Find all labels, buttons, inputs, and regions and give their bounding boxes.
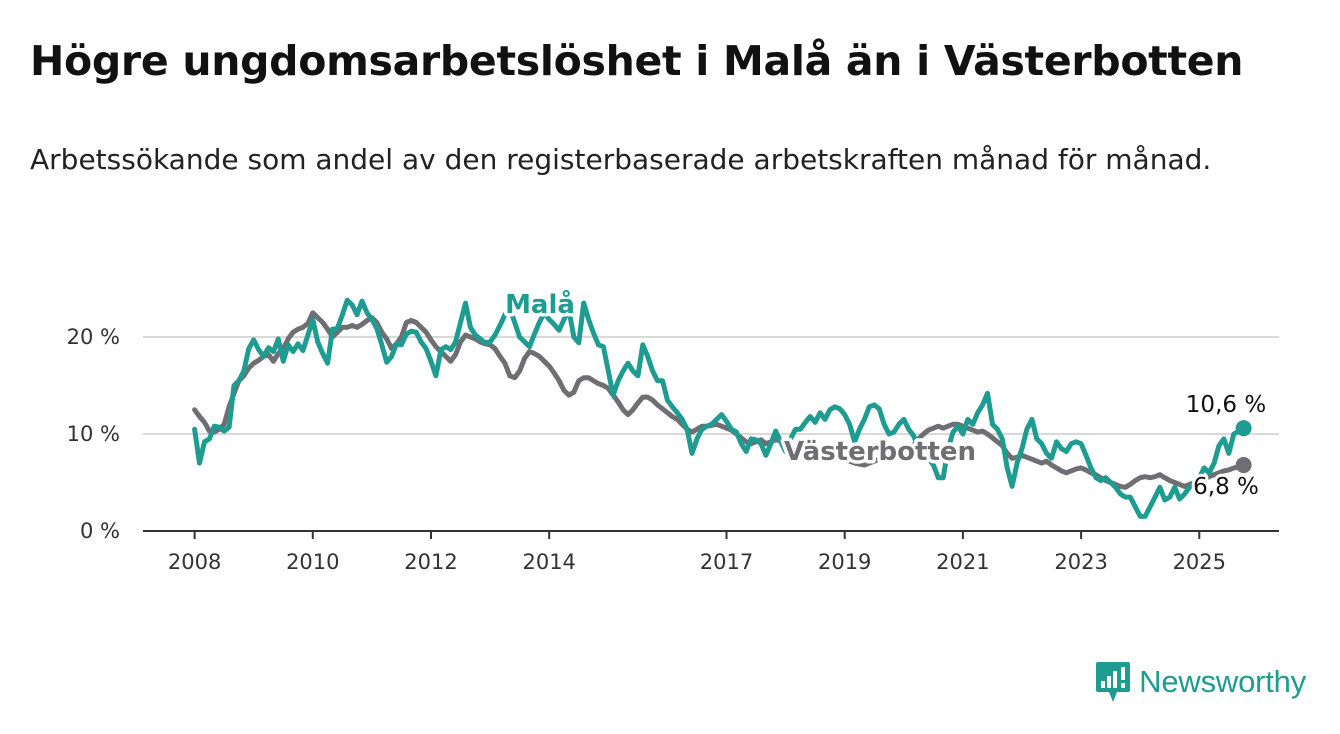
y-tick-label: 0 % [80, 519, 120, 543]
end-value-label-mala: 10,6 % [1186, 392, 1266, 418]
y-tick-label: 10 % [67, 422, 120, 446]
x-tick-label: 2017 [700, 550, 753, 574]
axes: 0 % 10 % 20 % 2008 2010 2012 2014 2017 2019 2021 2… [67, 325, 1279, 574]
end-value-label-vasterbotten: 6,8 % [1193, 474, 1259, 500]
series-name-label-mala: Malå [505, 288, 575, 320]
brand: Newsworthy [1095, 660, 1306, 704]
series-labels: Malå Västerbotten 10,6 % 6,8 % [502, 285, 1270, 504]
chart-subtitle: Arbetssökande som andel av den registerb… [30, 143, 1212, 176]
x-tick-label: 2019 [818, 550, 871, 574]
newsworthy-logo-icon [1096, 662, 1131, 702]
chart-title: Högre ungdomsarbetslöshet i Malå än i Vä… [30, 37, 1244, 85]
grid [143, 336, 1279, 435]
x-tick-label: 2012 [404, 550, 457, 574]
y-tick-label: 20 % [67, 325, 120, 349]
line-chart: 0 % 10 % 20 % 2008 2010 2012 2014 2017 2019 2021 2… [67, 285, 1279, 574]
x-tick-label: 2023 [1054, 550, 1107, 574]
series-end-point-0 [1235, 420, 1252, 437]
series-name-label-vasterbotten: Västerbotten [784, 437, 976, 467]
x-tick-label: 2014 [522, 550, 575, 574]
x-tick-label: 2010 [286, 550, 339, 574]
brand-name: Newsworthy [1139, 664, 1306, 699]
x-tick-label: 2021 [936, 550, 989, 574]
series-line-0 [192, 297, 1247, 519]
x-tick-label: 2008 [168, 550, 221, 574]
series-end-point-1 [1235, 457, 1252, 474]
x-tick-label: 2025 [1173, 550, 1226, 574]
series-lines [192, 297, 1252, 519]
